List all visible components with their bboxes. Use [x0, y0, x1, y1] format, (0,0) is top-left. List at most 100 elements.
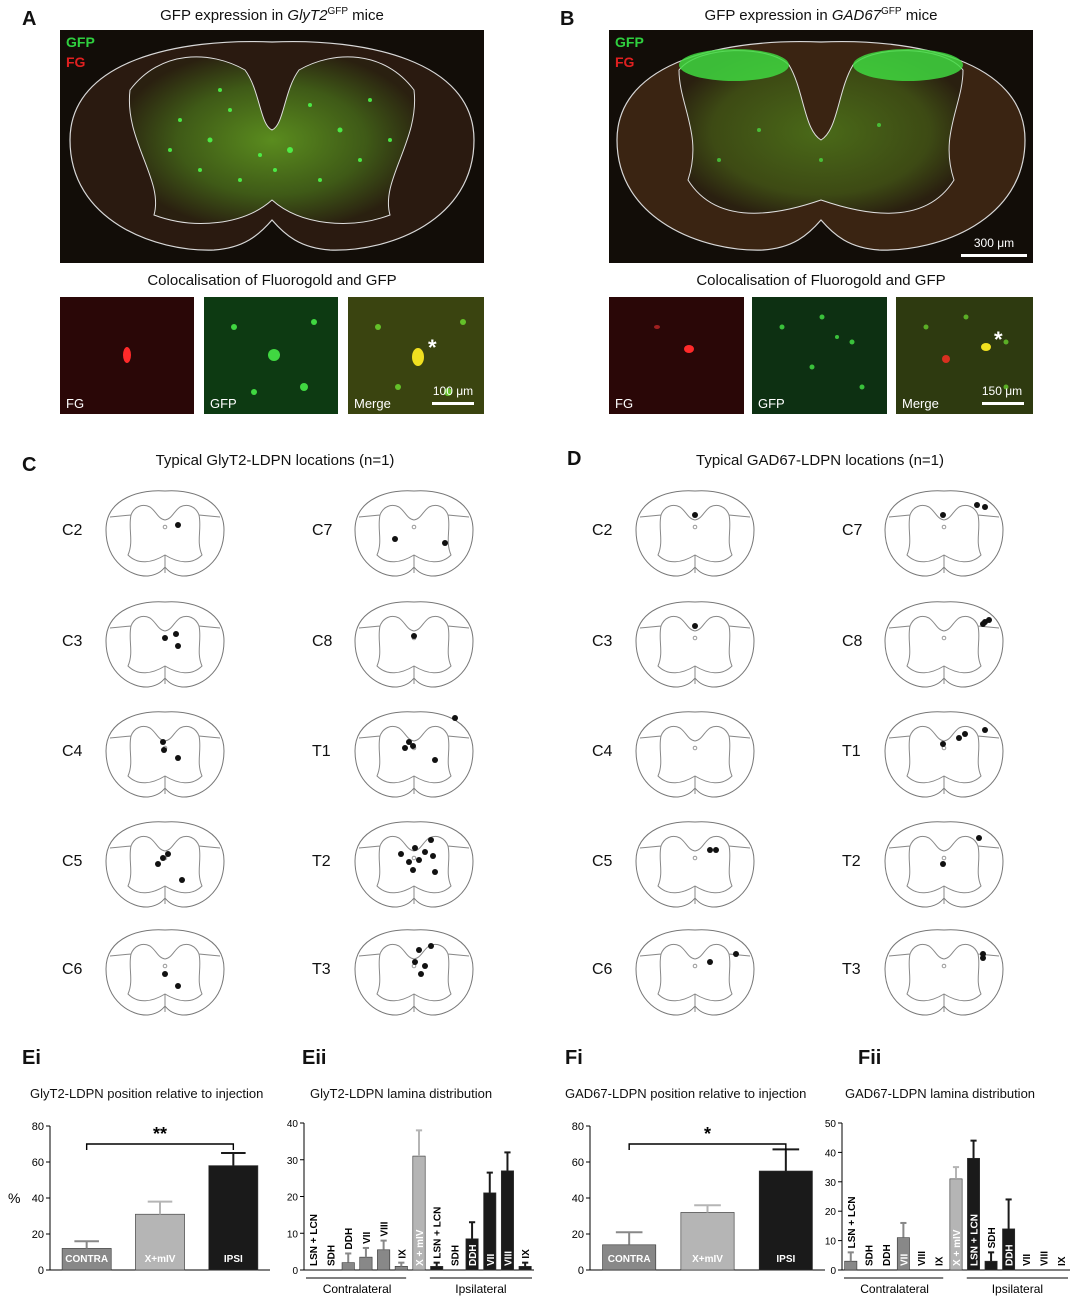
- bar-label: VII: [362, 1232, 373, 1244]
- central-canal: [692, 524, 698, 530]
- y-axis-label: %: [8, 1190, 20, 1206]
- significance-bracket: [85, 1143, 235, 1150]
- chart-fii: 0 10 20 30 40 50 LSN + LCN SDH DDH VII VIII IX X + m…: [825, 1119, 1070, 1296]
- ldpn-cell-dot: [175, 755, 181, 761]
- ldpn-cell-dot: [155, 861, 161, 867]
- gray-matter-outline: [639, 725, 751, 794]
- ldpn-cell-dot: [986, 617, 992, 623]
- segment-label-c5: C5: [62, 853, 83, 870]
- y-tick-label: 10: [287, 1229, 299, 1240]
- ldpn-cell-dot: [406, 859, 412, 865]
- ldpn-cell-dot: [418, 971, 424, 977]
- inset-label: FG: [615, 396, 634, 411]
- panel-label-ei: Ei: [22, 1047, 41, 1069]
- inset-label: Merge: [354, 396, 391, 411]
- ldpn-cell-dot: [442, 540, 448, 546]
- central-canal: [941, 963, 947, 969]
- bar-label: VIII: [1040, 1251, 1051, 1266]
- central-canal: [692, 855, 698, 861]
- y-tick-label: 80: [32, 1121, 44, 1133]
- cord-section-c3: [105, 601, 225, 688]
- gad67-section-micrograph: GFP FG 300 μm: [609, 30, 1033, 263]
- segment-label-c2: C2: [592, 522, 613, 539]
- bar-label: SDH: [450, 1245, 461, 1266]
- inset-label: Merge: [902, 396, 939, 411]
- cord-outline: [105, 601, 225, 688]
- panel-label-c: C: [22, 454, 37, 476]
- bar: [680, 1212, 735, 1271]
- bar-label: IX: [397, 1249, 408, 1259]
- cord-outline: [635, 711, 755, 798]
- segment-label-t3: T3: [842, 961, 861, 978]
- scale-bar: [432, 402, 474, 405]
- cord-section-c8: [354, 601, 474, 688]
- bar: [208, 1165, 259, 1271]
- panel-a-title: GFP expression in GlyT2GFP mice: [160, 6, 384, 24]
- cord-section-t1: [884, 711, 1004, 798]
- segment-label-t3: T3: [312, 961, 331, 978]
- segment-label-c7: C7: [842, 522, 863, 539]
- cord-outline: [884, 929, 1004, 1016]
- bar: [984, 1260, 998, 1271]
- cord-section-c2: [105, 490, 225, 577]
- cord-section-t1: [354, 711, 474, 798]
- fg-channel-label: FG: [66, 54, 86, 70]
- ldpn-cell-dot: [956, 735, 962, 741]
- segment-label-t2: T2: [312, 853, 331, 870]
- ldpn-cell-dot: [161, 747, 167, 753]
- ldpn-cell-dot: [432, 757, 438, 763]
- ldpn-cell-dot: [416, 857, 422, 863]
- bar-label: IX: [521, 1249, 532, 1259]
- group-label-ipsilateral: Ipsilateral: [992, 1282, 1043, 1296]
- bar: [518, 1266, 532, 1271]
- y-tick-label: 0: [38, 1265, 44, 1277]
- bar-label: X + mIV: [952, 1229, 963, 1266]
- bar: [377, 1249, 391, 1271]
- y-tick-label: 30: [287, 1156, 299, 1167]
- panel-label-d: D: [567, 448, 582, 470]
- panel-b-coloc-title: Colocalisation of Fluorogold and GFP: [696, 272, 946, 289]
- colocalised-cell-marker: *: [428, 335, 437, 360]
- cord-section-c4: [105, 711, 225, 798]
- panel-label-eii: Eii: [302, 1047, 327, 1069]
- bar-label: IPSI: [224, 1254, 243, 1265]
- panel-label-fii: Fii: [858, 1047, 882, 1069]
- panel-eii-title: GlyT2-LDPN lamina distribution: [310, 1086, 493, 1101]
- panel-c-title: Typical GlyT2-LDPN locations (n=1): [155, 452, 395, 469]
- ldpn-cell-dot: [410, 743, 416, 749]
- bar: [967, 1157, 980, 1271]
- gray-matter-outline: [358, 725, 470, 794]
- segment-label-t2: T2: [842, 853, 861, 870]
- bar: [61, 1248, 112, 1271]
- ldpn-cell-dot: [422, 963, 428, 969]
- inset-label: GFP: [758, 396, 785, 411]
- ldpn-cell-dot: [707, 959, 713, 965]
- significance-marker: **: [153, 1124, 167, 1144]
- panel-fi-title: GAD67-LDPN position relative to injectio…: [565, 1086, 807, 1101]
- y-tick-label: 0: [292, 1266, 298, 1277]
- group-label-ipsilateral: Ipsilateral: [455, 1282, 506, 1296]
- ldpn-cell-dot: [416, 947, 422, 953]
- ldpn-cell-dot: [692, 512, 698, 518]
- ldpn-cell-dot: [422, 849, 428, 855]
- fg-channel-label: FG: [615, 54, 635, 70]
- cord-section-c7: [354, 490, 474, 577]
- significance-bracket: [628, 1143, 787, 1150]
- cord-outline: [884, 711, 1004, 798]
- inset-label: FG: [66, 396, 85, 411]
- gfp-inset: GFP: [204, 297, 338, 414]
- gray-matter-outline: [109, 725, 221, 794]
- ldpn-cell-dot: [428, 943, 434, 949]
- ldpn-cell-dot: [982, 504, 988, 510]
- gray-matter-outline: [109, 615, 221, 684]
- gray-matter-outline: [109, 504, 221, 573]
- cord-outline: [354, 821, 474, 908]
- ldpn-cell-dot: [940, 861, 946, 867]
- chart-ei: 0 20 40 60 80 CONTRA X+mIV IPSI **%: [8, 1121, 270, 1277]
- central-canal: [941, 524, 947, 530]
- cord-outline: [105, 711, 225, 798]
- ldpn-cell-dot: [160, 855, 166, 861]
- bar-label: IX: [934, 1256, 945, 1266]
- bar: [394, 1266, 408, 1271]
- bar: [844, 1260, 858, 1271]
